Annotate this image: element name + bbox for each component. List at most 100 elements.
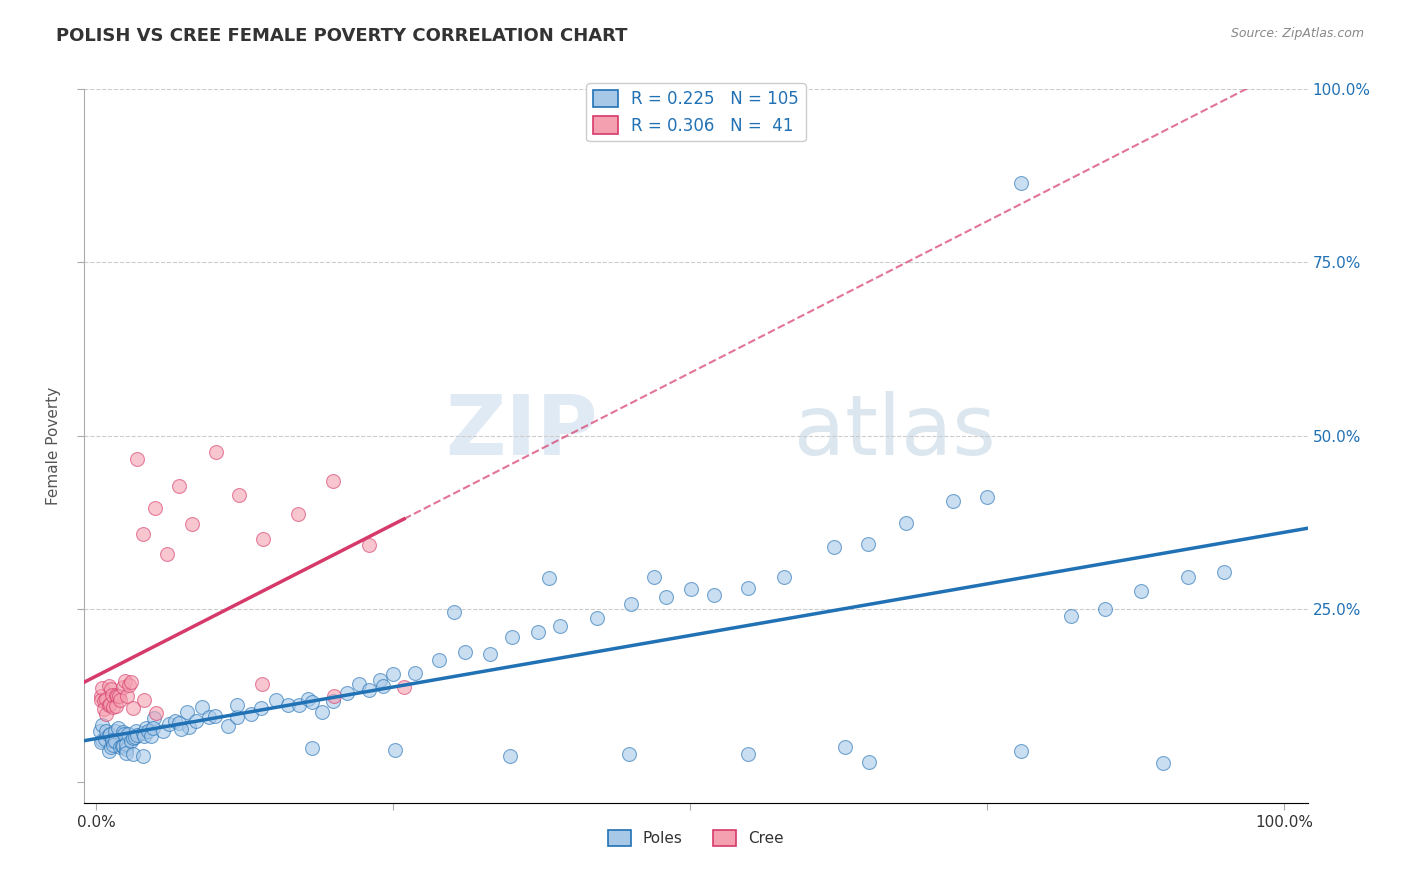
Point: [107, 721, 129, 735]
Point: [114, 741, 136, 756]
Point: [167, 478, 190, 492]
Point: [124, 723, 146, 738]
Point: [110, 740, 132, 755]
Point: [98, 698, 121, 712]
Point: [1152, 756, 1174, 770]
Point: [737, 581, 759, 595]
Point: [349, 676, 371, 690]
Point: [101, 688, 124, 702]
Point: [287, 507, 309, 521]
Point: [104, 699, 127, 714]
Point: [772, 570, 794, 584]
Point: [277, 698, 299, 712]
Point: [336, 686, 359, 700]
Point: [142, 711, 165, 725]
Point: [117, 727, 139, 741]
Point: [104, 688, 127, 702]
Point: [619, 747, 641, 761]
Point: [311, 706, 333, 720]
Point: [90, 735, 112, 749]
Point: [96, 723, 118, 738]
Point: [98, 698, 121, 712]
Point: [501, 630, 523, 644]
Point: [115, 746, 138, 760]
Point: [115, 690, 138, 704]
Point: [132, 726, 155, 740]
Point: [103, 700, 125, 714]
Point: [152, 724, 174, 739]
Point: [91, 717, 114, 731]
Point: [384, 742, 406, 756]
Point: [527, 624, 550, 639]
Text: ZIP: ZIP: [446, 392, 598, 472]
Point: [856, 537, 879, 551]
Text: Source: ZipAtlas.com: Source: ZipAtlas.com: [1230, 27, 1364, 40]
Point: [250, 676, 273, 690]
Point: [114, 737, 136, 751]
Point: [132, 730, 155, 744]
Point: [357, 538, 380, 552]
Point: [156, 547, 179, 561]
Point: [287, 698, 309, 712]
Point: [264, 692, 287, 706]
Point: [1010, 177, 1032, 191]
Text: POLISH VS CREE FEMALE POVERTY CORRELATION CHART: POLISH VS CREE FEMALE POVERTY CORRELATIO…: [56, 27, 627, 45]
Point: [132, 693, 155, 707]
Point: [176, 705, 198, 719]
Point: [586, 611, 609, 625]
Point: [135, 721, 157, 735]
Point: [100, 733, 122, 747]
Point: [132, 749, 155, 764]
Point: [204, 708, 226, 723]
Point: [225, 698, 247, 712]
Point: [620, 597, 643, 611]
Point: [111, 739, 134, 754]
Point: [97, 728, 120, 742]
Point: [100, 727, 122, 741]
Text: atlas: atlas: [794, 392, 995, 472]
Point: [131, 526, 153, 541]
Point: [100, 681, 122, 696]
Point: [93, 694, 115, 708]
Point: [858, 755, 880, 769]
Point: [1060, 609, 1083, 624]
Point: [112, 727, 135, 741]
Point: [157, 717, 180, 731]
Point: [834, 739, 856, 754]
Point: [97, 679, 120, 693]
Point: [170, 722, 193, 736]
Point: [976, 490, 998, 504]
Point: [169, 715, 191, 730]
Point: [96, 706, 118, 721]
Point: [198, 710, 221, 724]
Point: [120, 675, 142, 690]
Point: [643, 570, 665, 584]
Point: [124, 731, 146, 745]
Point: [370, 673, 392, 688]
Point: [118, 678, 141, 692]
Point: [322, 474, 344, 488]
Point: [548, 619, 571, 633]
Point: [143, 501, 166, 516]
Point: [1010, 744, 1032, 758]
Point: [1212, 565, 1234, 579]
Point: [184, 714, 207, 728]
Point: [823, 540, 845, 554]
Point: [301, 741, 323, 756]
Point: [125, 728, 148, 742]
Point: [142, 722, 165, 736]
Point: [301, 695, 323, 709]
Point: [105, 689, 128, 703]
Point: [122, 747, 145, 761]
Point: [94, 732, 117, 747]
Point: [478, 647, 501, 661]
Point: [108, 693, 131, 707]
Point: [114, 673, 136, 688]
Point: [94, 692, 117, 706]
Point: [138, 724, 160, 739]
Point: [1130, 584, 1153, 599]
Point: [125, 451, 148, 466]
Point: [894, 516, 917, 531]
Point: [1177, 570, 1199, 584]
Point: [250, 701, 273, 715]
